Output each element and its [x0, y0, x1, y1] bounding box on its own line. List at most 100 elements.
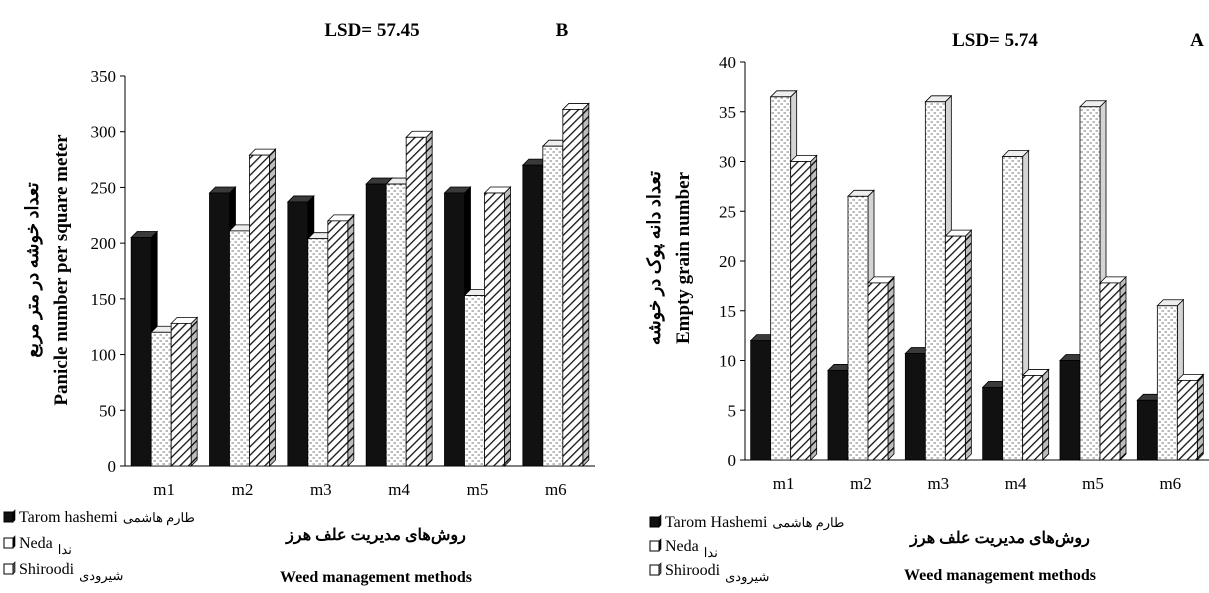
- y-tick-label: 15: [719, 302, 736, 321]
- plot-area-a: 0 5 10 15 20 25 30 35 40 m1 m2 m3 m4 m5 m6: [719, 53, 1209, 493]
- bar-front-face: [327, 220, 349, 467]
- y-tick-label: 30: [719, 153, 736, 172]
- panel-a: LSD= 5.74 A تعداد دانه پوک در خوشه Empty…: [644, 30, 1209, 585]
- legend-swatch-side: [658, 562, 662, 576]
- bar-side-face: [269, 148, 276, 467]
- x-tick-label: m5: [467, 480, 489, 499]
- legend-b: Tarom hashemi طارم هاشمی Neda ندا Shiroodi شی…: [3, 509, 195, 584]
- bar-side-face: [504, 186, 511, 467]
- x-tick-label: m5: [1082, 474, 1104, 493]
- bar-front-face: [847, 195, 869, 461]
- legend-label-en: Neda: [19, 535, 53, 552]
- legend-label-fa: طارم هاشمی: [772, 515, 844, 531]
- legend-swatch: [649, 516, 660, 528]
- legend-label-fa: ندا: [58, 542, 72, 557]
- bar-side-face: [582, 102, 590, 467]
- panel-b: LSD= 57.45 B تعداد خوشه در متر مربع Pani…: [3, 20, 595, 586]
- legend-item-shiroodi: Shiroodi شیرودی: [649, 562, 769, 585]
- lsd-annotation-b: LSD= 57.45: [324, 20, 419, 41]
- bar-shiroodi-m2: [248, 148, 277, 467]
- bar-front-face: [542, 145, 564, 467]
- bar-front-face: [287, 201, 309, 467]
- y-tick-label: 5: [728, 401, 737, 420]
- bar-front-face: [790, 161, 812, 461]
- bar-front-face: [130, 237, 152, 467]
- y-tick-label: 50: [99, 401, 116, 420]
- legend-swatch: [3, 511, 14, 523]
- legend-label-en: Tarom Hashemi: [665, 514, 768, 531]
- y-tick-label: 35: [719, 103, 736, 122]
- y-axis-title-fa-a: تعداد دانه پوک در خوشه: [644, 171, 665, 345]
- bar-front-face: [1079, 106, 1101, 461]
- plot-area-b: 0 50 100 150 200 250 300 350 m1 m2 m3 m4 m5 m6: [91, 67, 595, 499]
- bar-shiroodi-m3: [944, 229, 973, 461]
- legend-item-neda: Neda ندا: [3, 535, 72, 557]
- bar-shiroodi-m2: [867, 275, 895, 461]
- y-axis-title-en-a: Empty grain number: [673, 171, 694, 344]
- bar-front-face: [249, 154, 270, 467]
- legend-label-fa: شیرودی: [725, 569, 769, 585]
- legend-a: Tarom Hashemi طارم هاشمی Neda ندا Shiroodi شی…: [649, 514, 844, 585]
- panel-letter-a: A: [1190, 30, 1204, 51]
- bar-side-face: [425, 130, 433, 467]
- legend-label-fa: شیرودی: [79, 568, 123, 584]
- legend-swatch-side: [12, 535, 16, 549]
- legend-label-fa: طارم هاشمی: [123, 510, 195, 526]
- bar-shiroodi-m4: [405, 130, 434, 467]
- bar-shiroodi-m3: [326, 213, 355, 467]
- x-tick-label: m3: [927, 474, 949, 493]
- bar-front-face: [867, 282, 889, 461]
- bar-front-face: [209, 192, 230, 467]
- bar-front-face: [484, 192, 505, 467]
- legend-label-en: Shiroodi: [665, 562, 721, 579]
- legend-label-en: Shiroodi: [19, 561, 75, 578]
- legend-swatch: [3, 563, 14, 575]
- bar-front-face: [750, 340, 772, 461]
- bar-front-face: [405, 136, 427, 467]
- bar-front-face: [770, 96, 792, 461]
- bar-front-face: [827, 370, 849, 461]
- x-tick-label: m2: [232, 480, 254, 499]
- bar-side-face: [1042, 368, 1050, 461]
- bar-front-face: [1099, 282, 1121, 461]
- legend-swatch: [3, 537, 14, 549]
- bar-front-face: [1002, 156, 1024, 461]
- y-tick-label: 150: [91, 290, 117, 309]
- legend-item-tarom-hashemi: Tarom Hashemi طارم هاشمی: [649, 514, 844, 531]
- y-tick-label: 25: [719, 202, 736, 221]
- x-tick-label: m1: [153, 480, 175, 499]
- bar-front-face: [365, 183, 387, 467]
- bar-side-face: [810, 154, 818, 461]
- y-tick-label: 0: [728, 451, 737, 470]
- x-tick-label: m4: [1005, 474, 1027, 493]
- y-tick-label: 20: [719, 252, 736, 271]
- bar-shiroodi-m5: [1099, 275, 1127, 461]
- bar-side-face: [887, 275, 895, 461]
- bar-shiroodi-m5: [483, 186, 512, 467]
- legend-swatch: [649, 564, 660, 576]
- legend-swatch-side: [658, 514, 662, 528]
- y-tick-label: 0: [108, 457, 117, 476]
- bar-front-face: [944, 235, 966, 461]
- legend-swatch-side: [658, 538, 662, 552]
- y-axis-title-en-b: Panicle number per square meter: [51, 134, 72, 406]
- legend-item-tarom-hashemi: Tarom hashemi طارم هاشمی: [3, 509, 195, 526]
- bar-shiroodi-m1: [789, 154, 818, 461]
- legend-swatch-side: [12, 561, 16, 575]
- bar-side-face: [1119, 275, 1127, 461]
- x-tick-label: m6: [545, 480, 567, 499]
- bar-front-face: [982, 386, 1004, 461]
- y-tick-label: 300: [91, 123, 117, 142]
- legend-swatch: [649, 540, 660, 552]
- bar-front-face: [229, 230, 250, 467]
- y-axis-title-a: تعداد دانه پوک در خوشه Empty grain numbe…: [644, 171, 694, 345]
- bar-front-face: [307, 238, 329, 467]
- bar-front-face: [1176, 379, 1198, 461]
- bar-side-face: [190, 316, 198, 467]
- legend-item-neda: Neda ندا: [649, 538, 718, 560]
- y-tick-label: 100: [91, 346, 117, 365]
- lsd-annotation-a: LSD= 5.74: [952, 30, 1038, 51]
- bar-shiroodi-m1: [170, 316, 199, 467]
- bar-front-face: [1022, 375, 1044, 461]
